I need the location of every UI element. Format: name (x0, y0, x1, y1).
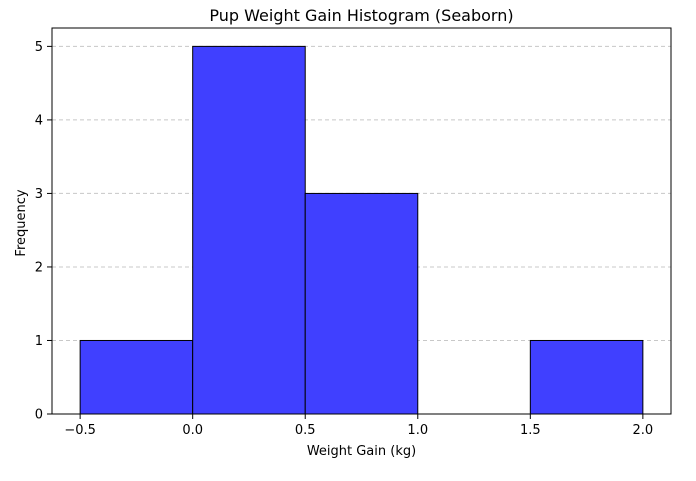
x-tick-label-3: 1.0 (407, 423, 428, 438)
histogram-bar-1 (192, 45, 306, 415)
x-tick-label-2: 0.5 (295, 423, 316, 438)
y-tick-label-0: 0 (35, 408, 43, 423)
y-ticks: 0 1 2 3 4 5 (35, 40, 52, 423)
y-tick-label-5: 5 (35, 40, 43, 55)
x-axis-label: Weight Gain (kg) (307, 444, 416, 459)
chart-title: Pup Weight Gain Histogram (Seaborn) (209, 6, 513, 25)
x-tick-label-1: 0.0 (182, 423, 203, 438)
bars-layer (79, 45, 644, 415)
y-tick-label-3: 3 (35, 187, 43, 202)
axes-layer (51, 27, 672, 415)
plot-frame (51, 27, 672, 415)
histogram-bar-0 (79, 339, 194, 415)
histogram-bar-4 (529, 339, 644, 415)
y-tick-label-4: 4 (35, 113, 43, 128)
x-tick-label-5: 2.0 (633, 423, 654, 438)
x-ticks: −0.5 0.0 0.5 1.0 1.5 2.0 (64, 414, 653, 438)
histogram-bar-2 (304, 192, 419, 415)
x-tick-label-0: −0.5 (64, 423, 96, 438)
x-tick-label-4: 1.5 (520, 423, 541, 438)
y-axis-label: Frequency (14, 189, 29, 256)
y-tick-label-1: 1 (35, 334, 43, 349)
y-tick-label-2: 2 (35, 260, 43, 275)
